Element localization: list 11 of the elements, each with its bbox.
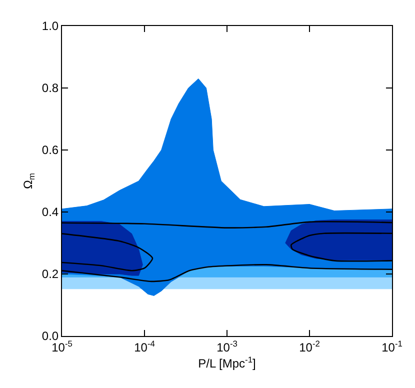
x-tick-label: 10$^{-3}$ [216, 338, 238, 354]
y-tick-label: 0.4 [42, 205, 59, 220]
y-tick-label: 0.8 [42, 81, 59, 96]
y-tick-label: 0.0 [42, 329, 59, 344]
y-tick-label: 0.6 [42, 143, 59, 158]
x-axis-title: P/L [Mpc$^{-1}$] [198, 354, 256, 370]
y-tick-label: 0.2 [42, 267, 59, 282]
x-tick-label: 10$^{-1}$ [382, 338, 403, 354]
y-tick-label: 1.0 [42, 19, 59, 34]
x-tick-label: 10$^{-2}$ [299, 338, 320, 354]
x-tick-label: 10$^{-4}$ [134, 338, 156, 354]
